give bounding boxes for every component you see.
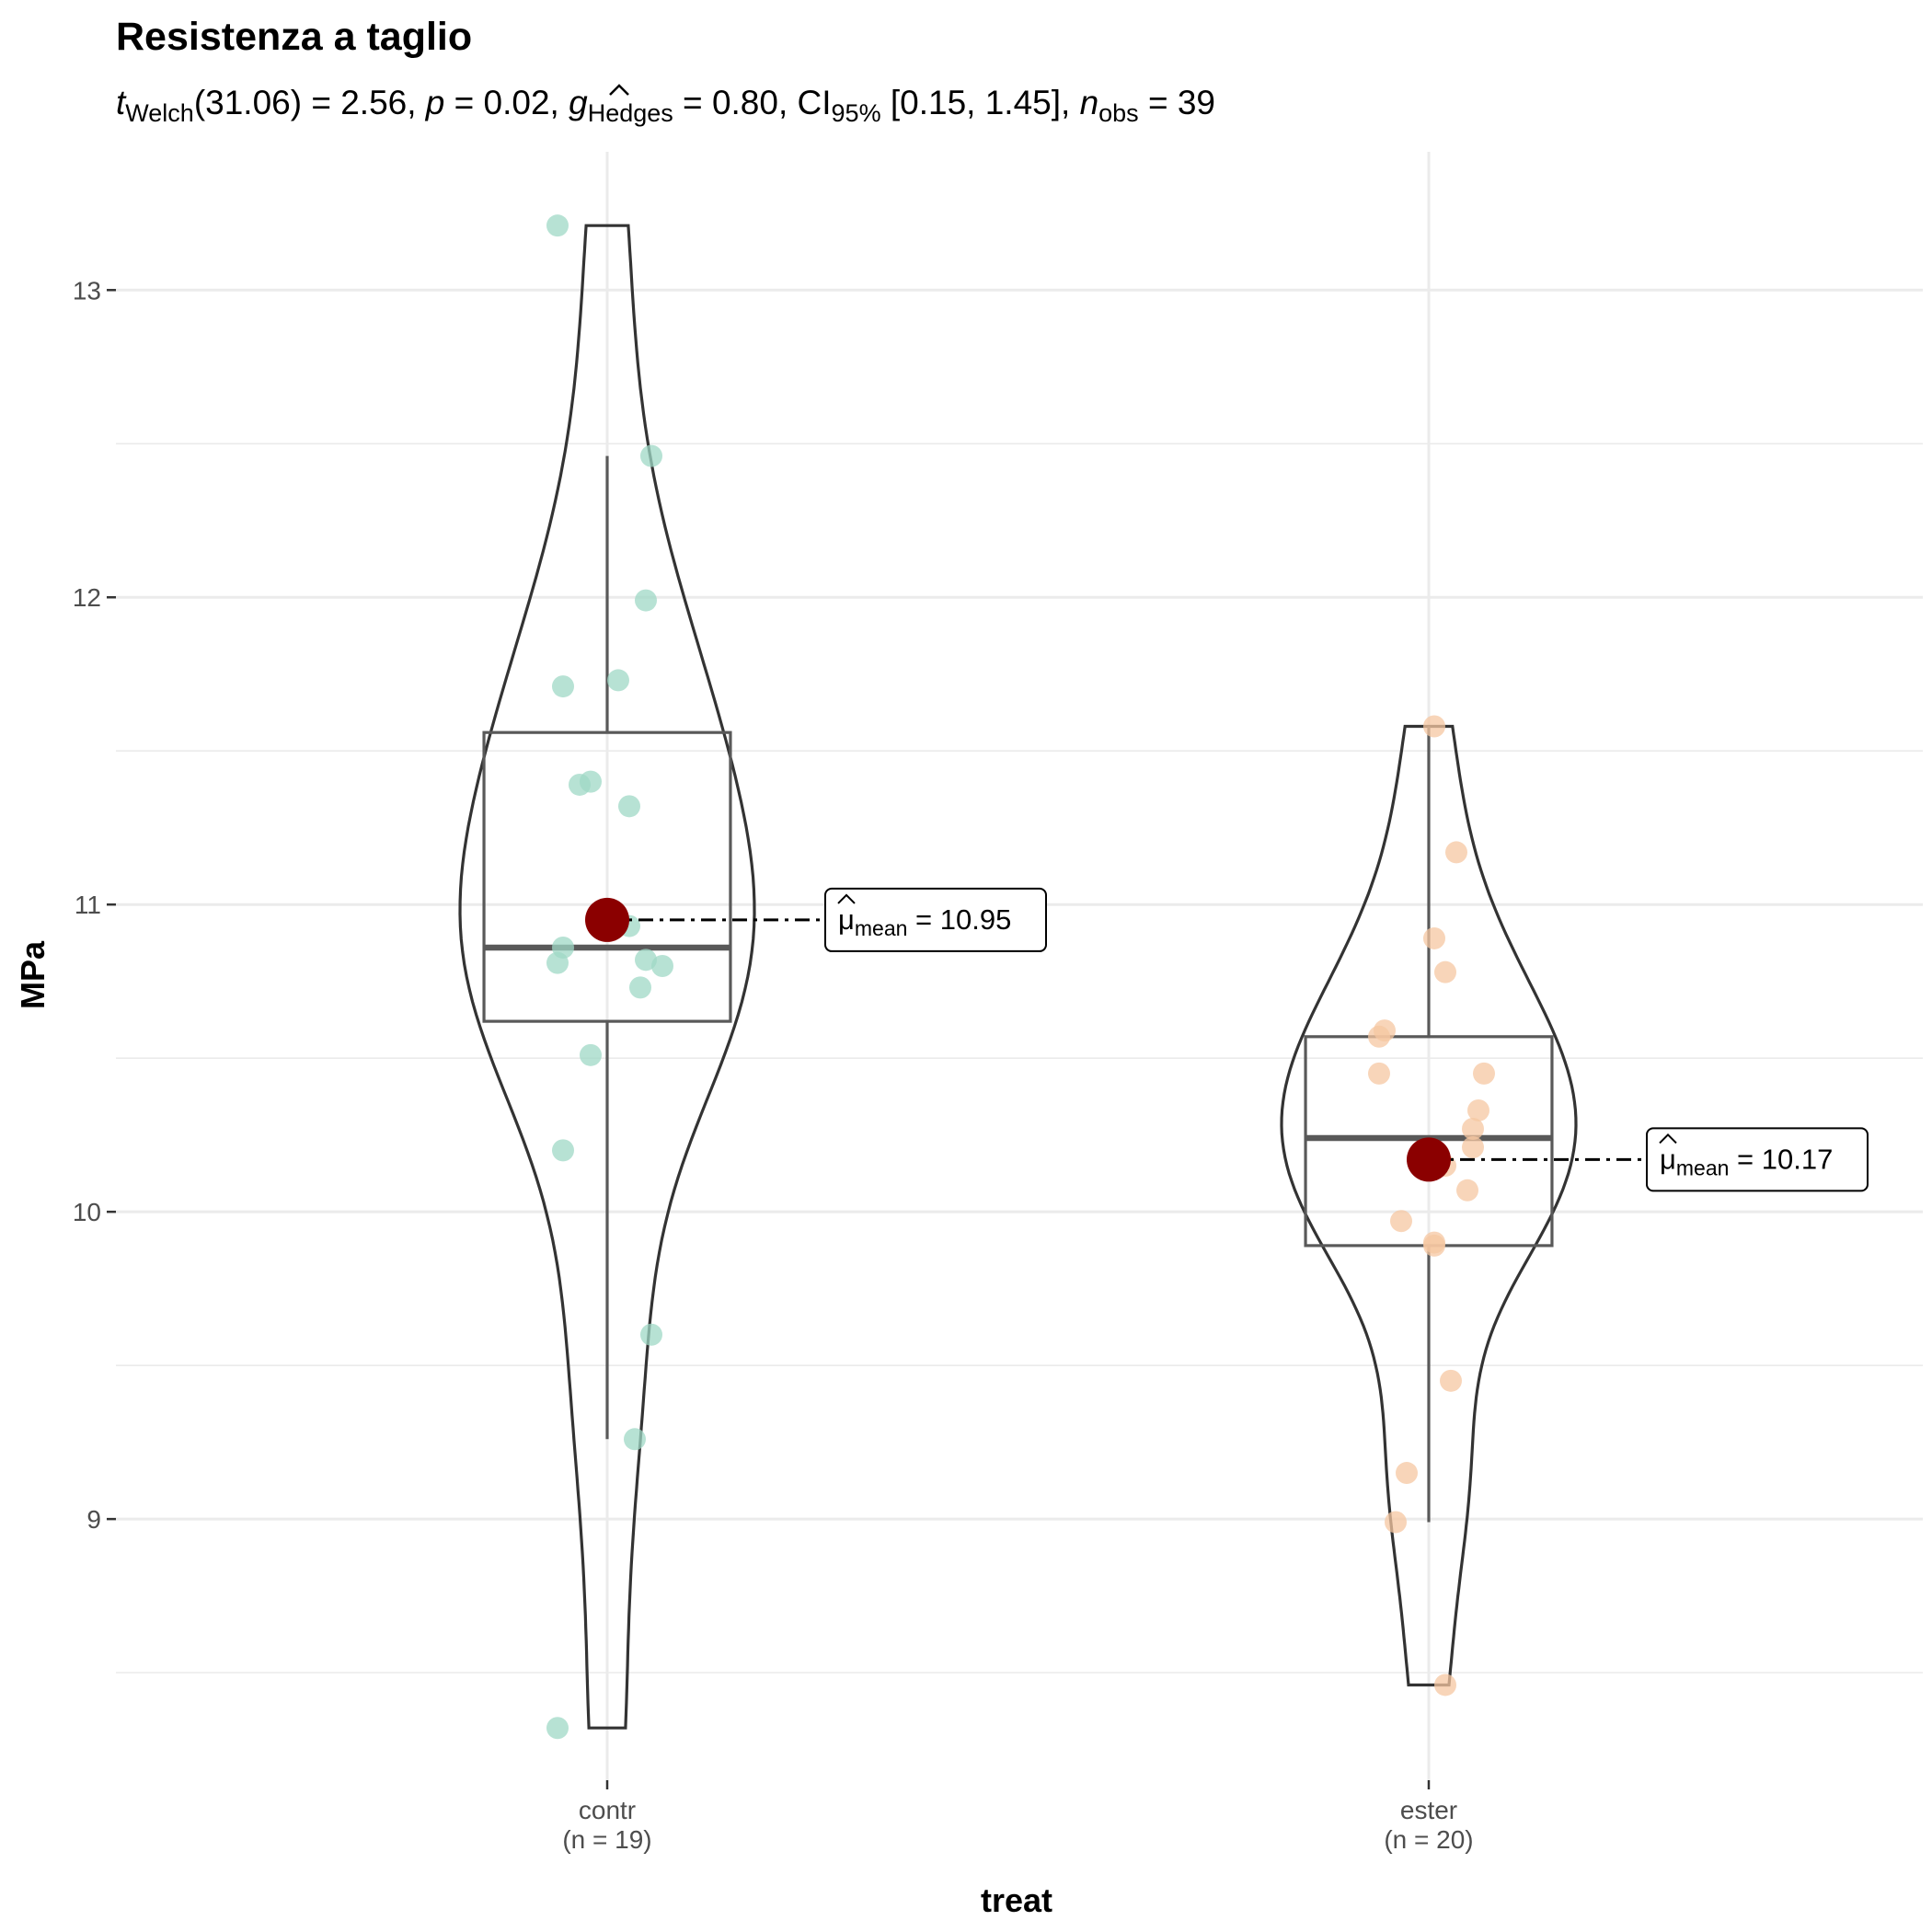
data-point-contr bbox=[635, 589, 657, 612]
mean-label-sub: mean bbox=[1676, 1156, 1730, 1179]
mean-label-contr: μmean = 10.95 bbox=[838, 903, 1011, 940]
subtitle-n: n bbox=[1080, 84, 1099, 121]
x-tick-count-ester: (n = 20) bbox=[1384, 1825, 1473, 1854]
subtitle-g: g bbox=[569, 84, 588, 121]
y-axis-title: MPa bbox=[14, 940, 52, 1009]
box-contr bbox=[482, 730, 732, 1023]
y-axis: 9 10 11 12 13 bbox=[73, 276, 116, 1534]
data-point-ester bbox=[1456, 1179, 1478, 1202]
data-point-ester bbox=[1445, 841, 1467, 864]
y-tick-label: 13 bbox=[73, 276, 101, 305]
mean-label-value: = 10.95 bbox=[907, 903, 1011, 936]
data-point-ester bbox=[1440, 1369, 1462, 1392]
y-tick-label: 9 bbox=[86, 1505, 101, 1534]
subtitle-part5: = 39 bbox=[1139, 84, 1215, 121]
mean-label-sub: mean bbox=[855, 916, 908, 940]
mean-label-ester: μmean = 10.17 bbox=[1660, 1143, 1833, 1179]
violins-layer bbox=[458, 224, 1578, 1730]
subtitle-part3: = 0.80, CI bbox=[673, 84, 832, 121]
data-point-ester bbox=[1368, 1062, 1390, 1085]
data-point-ester bbox=[1368, 1025, 1390, 1048]
mean-point-contr bbox=[585, 897, 629, 942]
mean-label-box-contr bbox=[824, 887, 1047, 952]
subtitle-part1: (31.06) = 2.56, bbox=[194, 84, 426, 121]
subtitle-t-sub: Welch bbox=[125, 99, 194, 127]
data-point-contr bbox=[580, 1043, 602, 1066]
data-point-contr bbox=[546, 214, 569, 237]
data-point-ester bbox=[1434, 960, 1456, 983]
data-point-ester bbox=[1390, 1210, 1412, 1233]
mu-hat-mark-contr bbox=[837, 893, 856, 904]
x-tick-count-contr: (n = 19) bbox=[562, 1825, 651, 1854]
data-point-contr bbox=[607, 669, 629, 692]
data-point-ester bbox=[1467, 1098, 1489, 1121]
data-point-contr bbox=[580, 770, 602, 793]
violin-ester bbox=[1280, 724, 1578, 1687]
subtitle-g-sub: Hedges bbox=[588, 99, 673, 127]
g-hat-mark bbox=[609, 84, 629, 96]
mean-label-mu: μ bbox=[1660, 1143, 1676, 1175]
subtitle-ci-sub: 95% bbox=[832, 99, 881, 127]
data-point-ester bbox=[1462, 1136, 1484, 1159]
chart-title: Resistenza a taglio bbox=[116, 15, 472, 59]
mean-label-box-ester bbox=[1646, 1127, 1869, 1192]
mean-point-ester bbox=[1407, 1137, 1451, 1182]
subtitle-n-sub: obs bbox=[1098, 99, 1139, 127]
mean-label-value: = 10.17 bbox=[1729, 1143, 1833, 1175]
subtitle-part4: [0.15, 1.45], bbox=[881, 84, 1080, 121]
subtitle-p: p bbox=[425, 84, 445, 121]
data-point-ester bbox=[1423, 1234, 1445, 1257]
x-tick-label-contr: contr bbox=[579, 1796, 636, 1824]
data-point-ester bbox=[1385, 1511, 1407, 1534]
y-tick-label: 12 bbox=[73, 583, 101, 612]
grid-lines bbox=[116, 152, 1923, 1780]
x-tick-label-ester: ester bbox=[1400, 1796, 1457, 1824]
data-point-contr bbox=[624, 1428, 646, 1451]
x-axis-title: treat bbox=[981, 1881, 1052, 1919]
subtitle-part2: = 0.02, bbox=[444, 84, 569, 121]
points-layer bbox=[546, 214, 1495, 1740]
data-point-contr bbox=[618, 795, 640, 818]
y-tick-label: 11 bbox=[75, 891, 101, 919]
data-point-ester bbox=[1434, 1673, 1456, 1696]
y-tick-label: 10 bbox=[73, 1198, 101, 1226]
x-axis: contr(n = 19) ester(n = 20) bbox=[562, 1780, 1474, 1854]
chart-subtitle: tWelch(31.06) = 2.56, p = 0.02, gHedges … bbox=[116, 84, 1215, 127]
data-point-ester bbox=[1462, 1118, 1484, 1140]
data-point-contr bbox=[651, 955, 673, 977]
data-point-contr bbox=[546, 1717, 569, 1740]
data-point-contr bbox=[635, 949, 657, 972]
mean-label-mu: μ bbox=[838, 903, 855, 936]
data-point-ester bbox=[1423, 715, 1445, 738]
violin-contr bbox=[458, 224, 756, 1730]
mu-hat-mark-ester bbox=[1659, 1133, 1677, 1144]
data-point-contr bbox=[640, 1323, 662, 1346]
data-point-contr bbox=[629, 976, 651, 999]
subtitle-t: t bbox=[116, 84, 127, 121]
data-point-contr bbox=[552, 1139, 574, 1162]
data-point-contr bbox=[546, 951, 569, 974]
data-point-ester bbox=[1473, 1062, 1495, 1085]
data-point-ester bbox=[1396, 1462, 1418, 1485]
data-point-ester bbox=[1423, 926, 1445, 949]
data-point-contr bbox=[640, 444, 662, 467]
data-point-contr bbox=[552, 675, 574, 698]
